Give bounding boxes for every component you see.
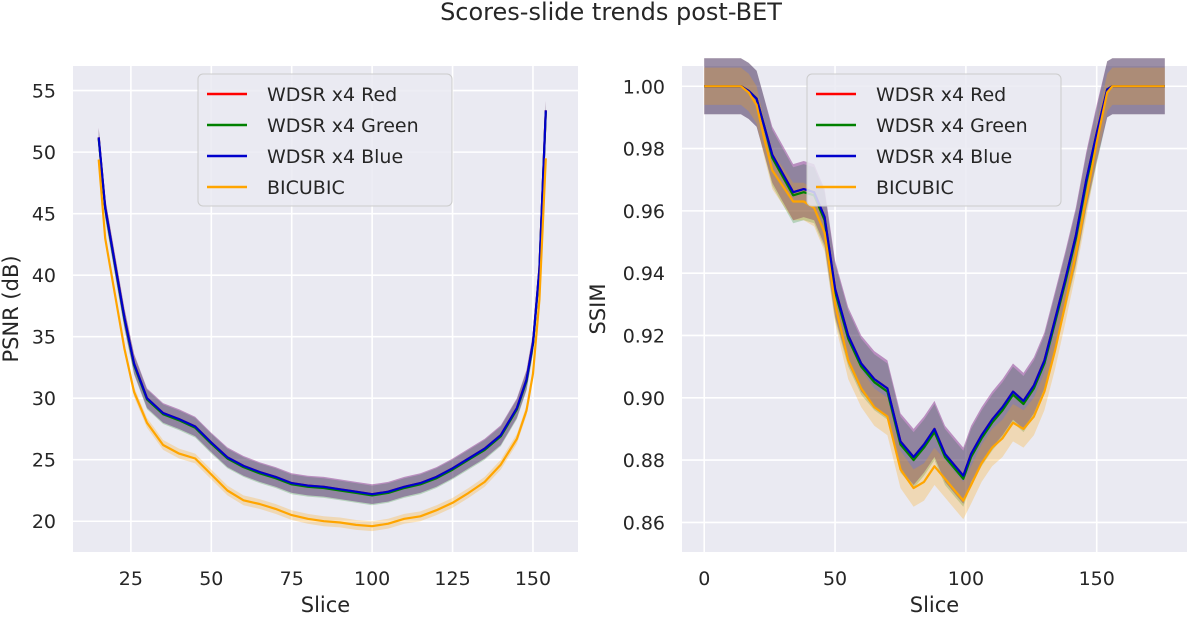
ssim-y-tick-label: 1.00 (623, 76, 665, 98)
psnr-y-axis-label: PSNR (dB) (0, 255, 23, 362)
ssim-x-tick-label: 50 (823, 568, 847, 590)
ssim-band-0 (704, 58, 1165, 504)
ssim-y-tick-label: 0.94 (623, 263, 665, 285)
psnr-x-tick-label: 25 (119, 568, 143, 590)
psnr-x-tick-label: 150 (515, 568, 551, 590)
ssim-y-tick-label: 0.88 (623, 450, 665, 472)
ssim-band-3 (704, 67, 1165, 520)
ssim-legend-label-1: WDSR x4 Green (876, 115, 1028, 137)
ssim-x-tick-label: 0 (698, 568, 710, 590)
psnr-x-tick-label: 100 (354, 568, 390, 590)
psnr-legend-label-0: WDSR x4 Red (267, 84, 397, 106)
psnr-y-tick-label: 20 (32, 511, 56, 533)
psnr-legend-label-3: BICUBIC (267, 177, 345, 199)
ssim-y-tick-label: 0.98 (623, 139, 665, 161)
ssim-legend-label-0: WDSR x4 Red (876, 84, 1006, 106)
ssim-y-tick-label: 0.96 (623, 201, 665, 223)
psnr-y-tick-label: 40 (32, 265, 56, 287)
ssim-y-axis-label: SSIM (586, 284, 610, 335)
psnr-x-axis-label: Slice (301, 593, 350, 617)
ssim-legend-box (806, 73, 1062, 207)
ssim-y-tick-label: 0.92 (623, 325, 665, 347)
psnr-y-tick-label: 35 (32, 327, 56, 349)
psnr-x-tick-label: 75 (280, 568, 304, 590)
ssim-series-line-2 (704, 85, 1165, 477)
psnr-y-tick-label: 55 (32, 81, 56, 103)
ssim-band-1 (704, 58, 1165, 507)
ssim-y-tick-label: 0.90 (623, 388, 665, 410)
psnr-x-tick-label: 125 (434, 568, 470, 590)
ssim-panel: 0 50 100 150 0.86 0.88 0.90 0.92 0.94 0.96 0.98 1.0… (586, 58, 1187, 617)
ssim-series-line-3 (704, 85, 1165, 502)
ssim-x-tick-label: 100 (948, 568, 984, 590)
ssim-x-tick-label: 150 (1079, 568, 1115, 590)
ssim-y-tick-label: 0.86 (623, 512, 665, 534)
psnr-x-tick-label: 50 (199, 568, 223, 590)
psnr-y-tick-label: 25 (32, 450, 56, 472)
psnr-series-line-2 (97, 110, 547, 496)
ssim-x-axis-label: Slice (910, 593, 959, 617)
psnr-legend-box (197, 73, 453, 207)
psnr-y-tick-label: 30 (32, 388, 56, 410)
psnr-y-tick-label: 50 (32, 142, 56, 164)
psnr-series-line-3 (97, 158, 547, 528)
psnr-legend-label-2: WDSR x4 Blue (267, 146, 403, 168)
psnr-legend-label-1: WDSR x4 Green (267, 115, 419, 137)
psnr-y-tick-label: 45 (32, 204, 56, 226)
figure-title: Scores-slide trends post-BET (440, 0, 782, 26)
psnr-panel: 25 50 75 100 125 150 20 25 30 35 40 45 50 55 Slice PSNR… (0, 66, 578, 617)
ssim-legend-label-3: BICUBIC (876, 177, 954, 199)
ssim-legend-label-2: WDSR x4 Blue (876, 146, 1012, 168)
ssim-band-2 (704, 58, 1165, 504)
